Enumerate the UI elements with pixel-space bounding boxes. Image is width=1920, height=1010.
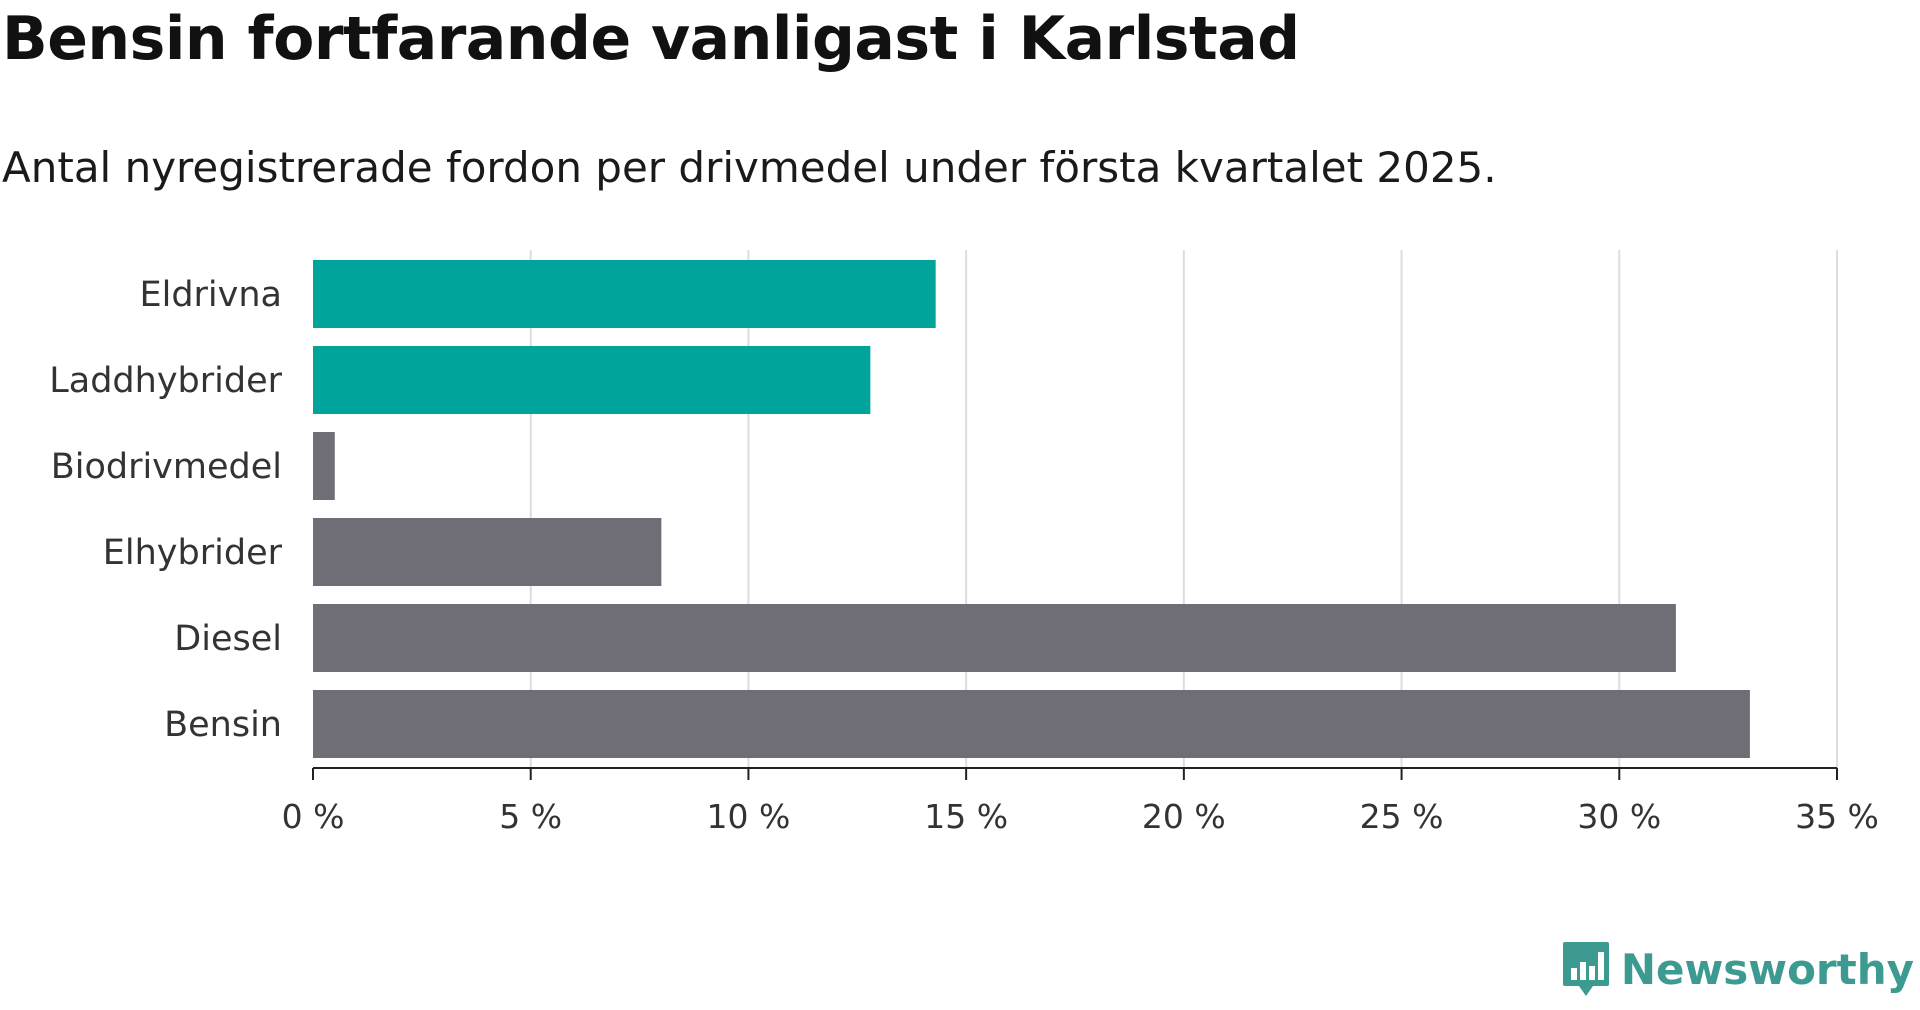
bar-bensin [313, 690, 1750, 758]
category-label: Eldrivna [139, 275, 282, 315]
bar-laddhybrider [313, 346, 871, 414]
bar-eldrivna [313, 260, 936, 328]
x-tick-label: 0 % [282, 797, 345, 836]
x-tick-label: 5 % [499, 797, 562, 836]
category-label: Laddhybrider [49, 361, 282, 401]
x-tick-label: 25 % [1360, 797, 1444, 836]
category-label: Diesel [174, 619, 282, 659]
x-tick-label: 15 % [924, 797, 1008, 836]
bar-chart: Eldrivna Laddhybrider Biodrivmedel Elhybrid… [49, 250, 1879, 836]
category-label: Bensin [164, 705, 282, 745]
x-tick-label: 30 % [1577, 797, 1661, 836]
category-label: Biodrivmedel [51, 447, 282, 487]
bar-diesel [313, 604, 1676, 672]
chart-subtitle: Antal nyregistrerade fordon per drivmede… [2, 143, 1497, 192]
chart-title: Bensin fortfarande vanligast i Karlstad [2, 4, 1300, 74]
bar-biodrivmedel [313, 432, 335, 500]
category-label: Elhybrider [103, 533, 283, 573]
logo-text: Newsworthy [1620, 944, 1914, 994]
x-tick-label: 10 % [707, 797, 791, 836]
x-tick-label: 20 % [1142, 797, 1226, 836]
newsworthy-logo-icon [1562, 942, 1609, 996]
bar-elhybrider [313, 518, 662, 586]
x-tick-label: 35 % [1795, 797, 1879, 836]
newsworthy-logo: Newsworthy [1561, 940, 1914, 998]
